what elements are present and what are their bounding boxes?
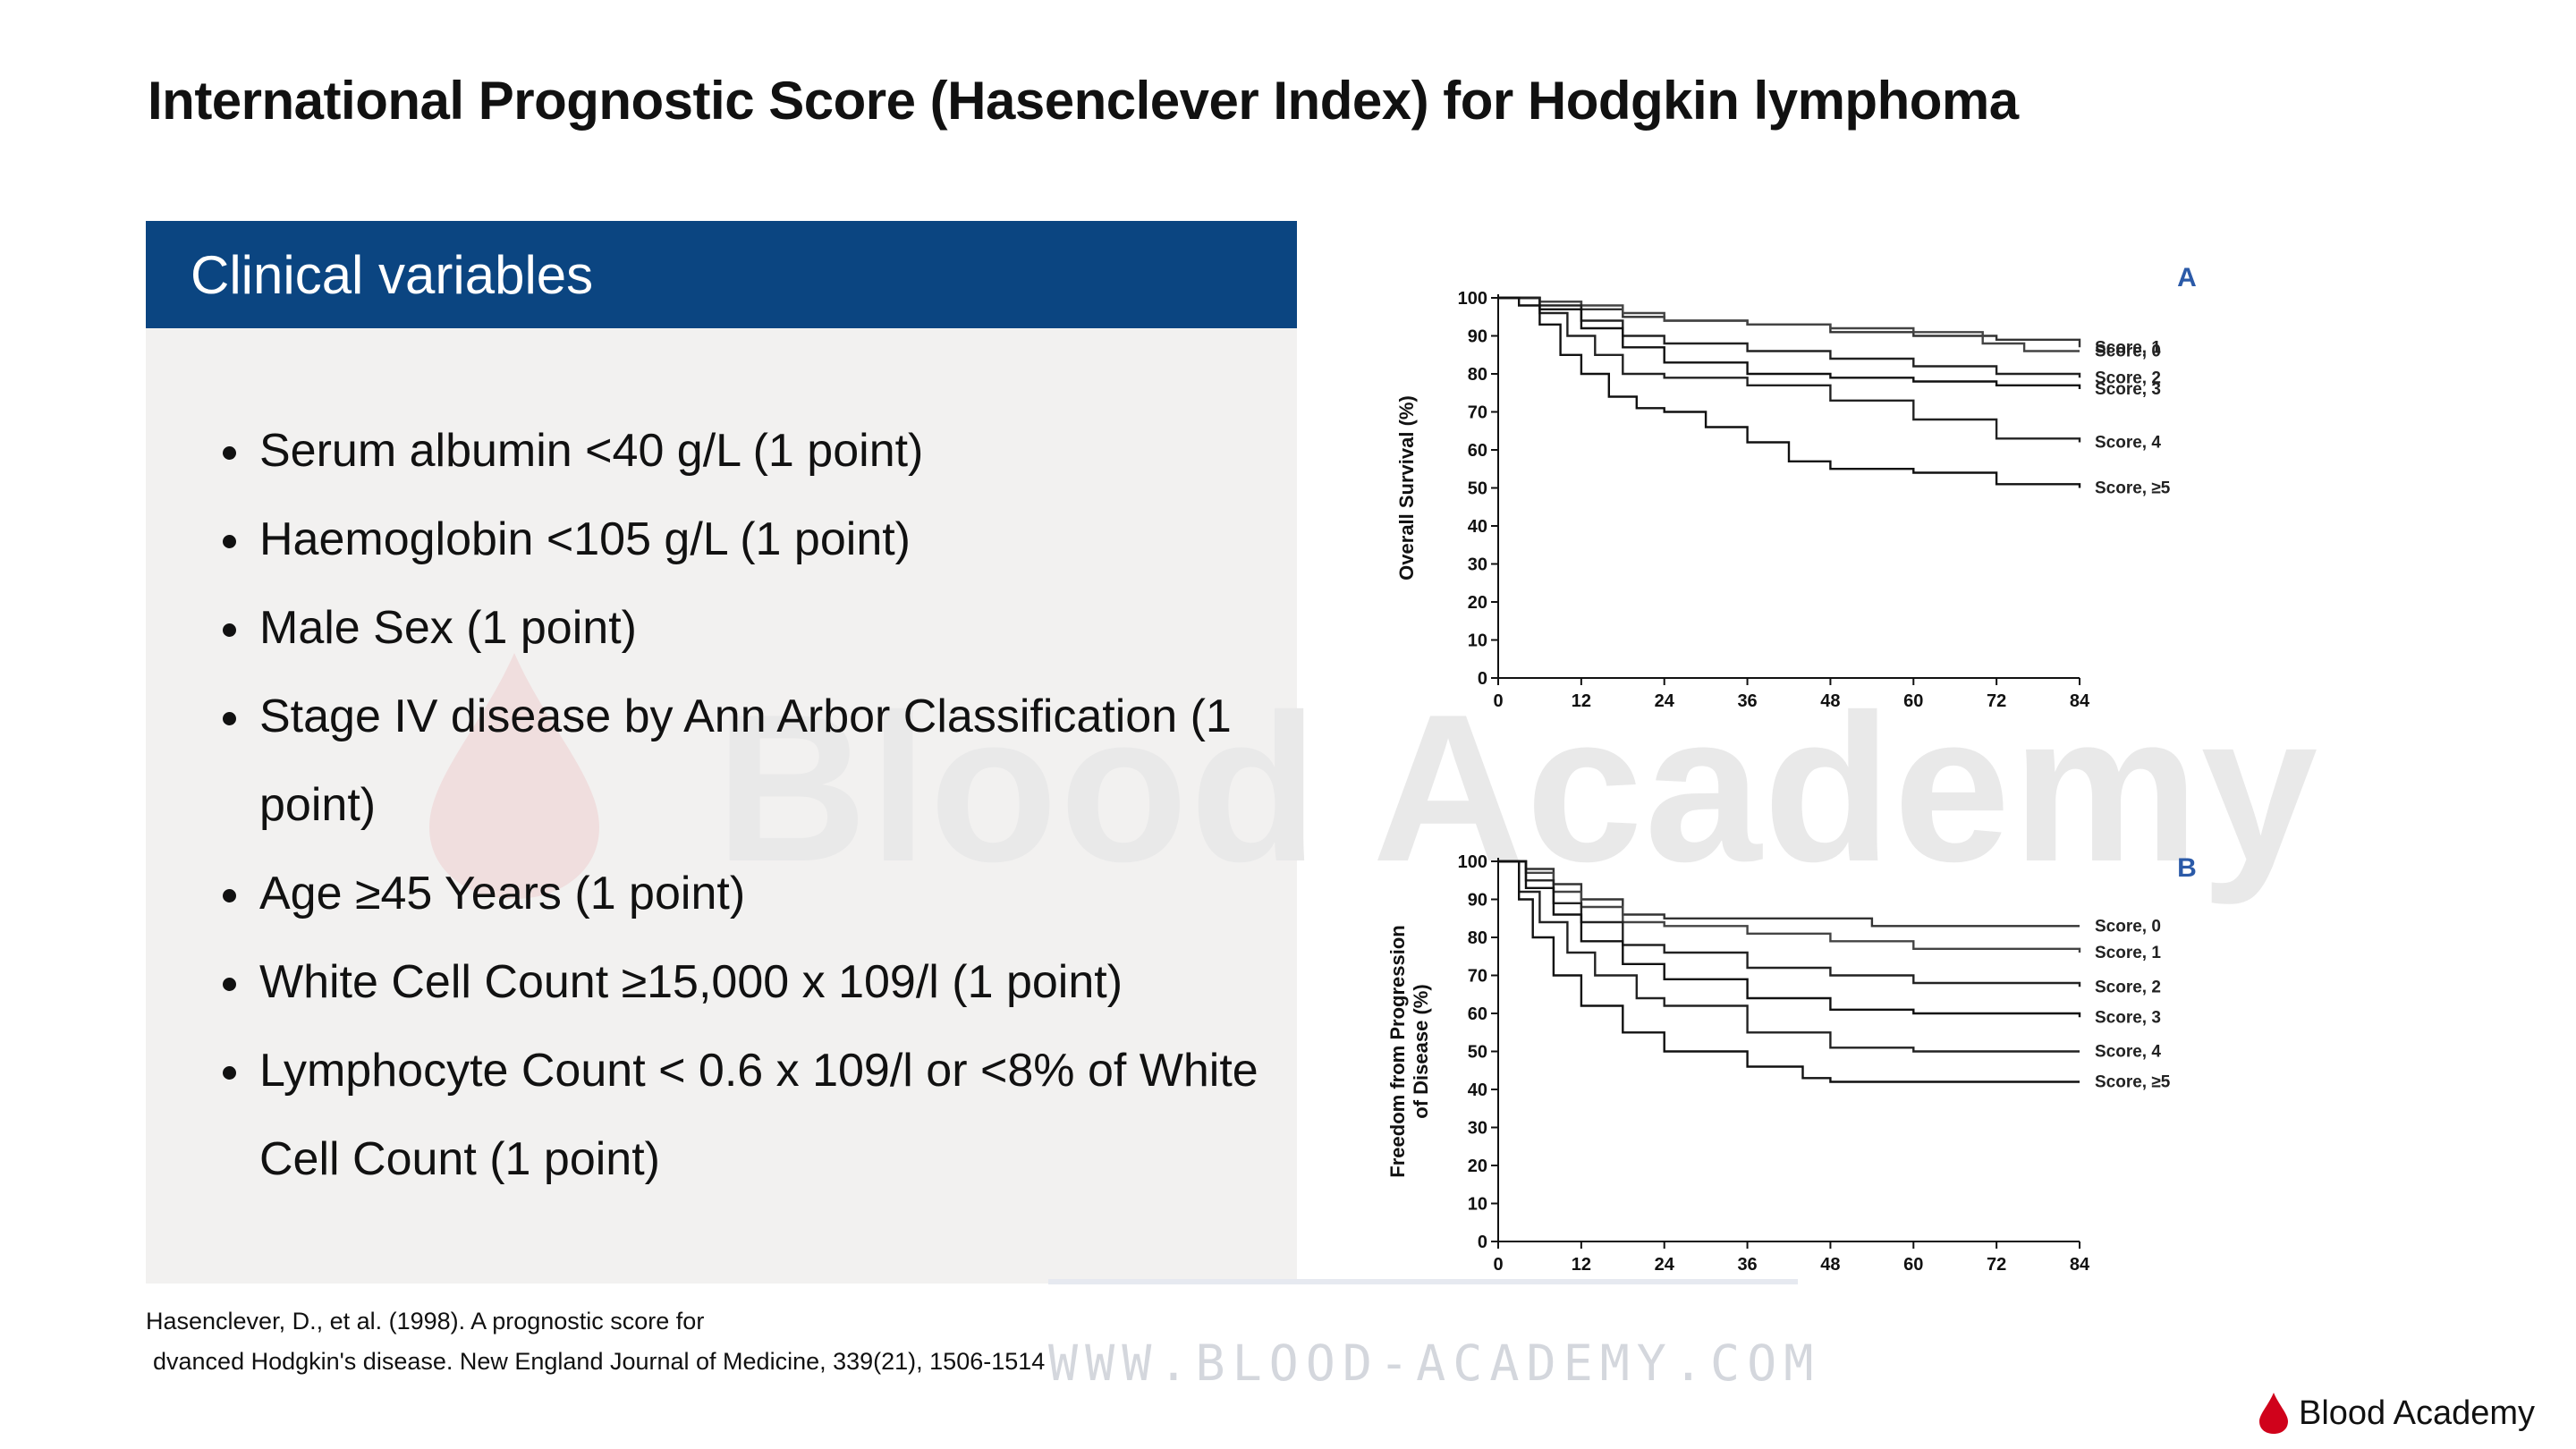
series-line [1498,860,2081,953]
list-item: White Cell Count ≥15,000 x 109/l (1 poin… [256,938,1311,1027]
x-tick-label: 60 [1903,691,1923,711]
x-tick-label: 48 [1820,1255,1840,1275]
y-tick-label: 100 [1458,852,1487,872]
series-label: Score, 0 [2095,343,2161,361]
panel-header: Clinical variables [146,221,1297,328]
series-line [1498,860,2080,928]
y-tick-label: 50 [1468,1043,1487,1063]
y-tick-label: 60 [1468,1004,1487,1024]
y-tick-label: 90 [1468,891,1487,911]
y-tick-label: 0 [1478,669,1487,689]
series-line [1498,860,2081,1018]
y-tick-label: 80 [1468,928,1487,948]
x-tick-label: 24 [1655,1255,1675,1275]
series-line [1498,860,2080,1083]
blood-drop-icon [2259,1393,2288,1434]
chart-a: 0 10 20 30 40 50 60 70 80 90 100 0 12 24 36 48 60 72 84 Ove… [1395,263,2197,711]
divider [1048,1279,1798,1284]
series-label: Score, 0 [2095,917,2161,936]
x-tick-label: 36 [1737,691,1757,711]
x-tick-label: 72 [1987,691,2006,711]
watermark-text: Blood Academy [716,670,2320,905]
list-item: Stage IV disease by Ann Arbor Classifica… [256,673,1311,850]
citation: Hasenclever, D., et al. (1998). A progno… [146,1301,1045,1382]
series-line [1498,296,2081,389]
watermark-drop-icon [429,653,599,899]
x-tick-label: 0 [1493,691,1503,711]
citation-line: dvanced Hodgkin's disease. New England J… [153,1348,1046,1375]
panel-letter: A [2177,263,2197,292]
y-tick-label: 20 [1468,1157,1487,1176]
clinical-variables-list: Serum albumin <40 g/L (1 point) Haemoglo… [199,407,1311,1204]
y-tick-label: 100 [1458,289,1487,309]
list-item: Age ≥45 Years (1 point) [256,850,1311,938]
page-title: International Prognostic Score (Hasencle… [148,71,2019,131]
series-line [1498,296,2081,488]
list-item: Haemoglobin <105 g/L (1 point) [256,496,1311,584]
citation-line: Hasenclever, D., et al. (1998). A progno… [146,1308,705,1335]
y-axis-label: of Disease (%) [1410,984,1432,1118]
x-tick-label: 84 [2070,1255,2090,1275]
y-axis-label: Freedom from Progression [1386,925,1409,1177]
y-axis-label: Overall Survival (%) [1395,395,1418,580]
x-tick-label: 12 [1572,1255,1591,1275]
x-tick-label: 24 [1655,691,1675,711]
list-item: Lymphocyte Count < 0.6 x 109/l or <8% of… [256,1027,1311,1204]
series-label: Score, 3 [2095,380,2161,399]
y-tick-label: 30 [1468,1119,1487,1139]
x-tick-label: 0 [1493,1255,1503,1275]
x-tick-label: 60 [1903,1255,1923,1275]
series-label: Score, 2 [2095,978,2161,996]
y-tick-label: 30 [1468,555,1487,575]
x-tick-label: 84 [2070,691,2090,711]
series-label: Score, 2 [2095,369,2161,387]
series-line [1498,296,2081,378]
brand-name: Blood Academy [2299,1394,2536,1432]
y-tick-label: 70 [1468,967,1487,987]
series-label: Score, 1 [2095,338,2161,357]
y-tick-label: 90 [1468,327,1487,347]
series-line [1498,860,2080,1053]
clinical-variables-panel [146,221,1297,1284]
y-tick-label: 70 [1468,403,1487,423]
y-tick-label: 40 [1468,1080,1487,1100]
panel-header-title: Clinical variables [191,245,594,305]
series-label: Score, 1 [2095,944,2161,962]
y-tick-label: 40 [1468,517,1487,537]
series-label: Score, 4 [2095,434,2161,453]
series-line [1498,296,2080,352]
y-tick-label: 10 [1468,631,1487,651]
series-label: Score, ≥5 [2095,479,2171,498]
x-tick-label: 12 [1572,691,1591,711]
x-tick-label: 48 [1820,691,1840,711]
y-tick-label: 80 [1468,365,1487,385]
series-label: Score, ≥5 [2095,1073,2171,1092]
series-label: Score, 3 [2095,1008,2161,1027]
watermark-site: WWW.BLOOD-ACADEMY.COM [1048,1335,1821,1392]
y-tick-label: 50 [1468,479,1487,499]
x-tick-label: 72 [1987,1255,2006,1275]
series-line [1498,296,2081,443]
y-tick-label: 20 [1468,593,1487,613]
list-item: Serum albumin <40 g/L (1 point) [256,407,1311,496]
y-tick-label: 10 [1468,1195,1487,1215]
y-tick-label: 0 [1478,1233,1487,1252]
chart-b: 0 10 20 30 40 50 60 70 80 90 100 0 12 24 36 48 60 72 84 Fre… [1386,852,2197,1275]
series-line [1498,860,2081,987]
series-label: Score, 4 [2095,1043,2161,1062]
panel-letter: B [2177,853,2197,883]
list-item: Male Sex (1 point) [256,584,1311,673]
y-tick-label: 60 [1468,441,1487,461]
x-tick-label: 36 [1737,1255,1757,1275]
brand-logo[interactable]: Blood Academy [2258,1385,2535,1442]
